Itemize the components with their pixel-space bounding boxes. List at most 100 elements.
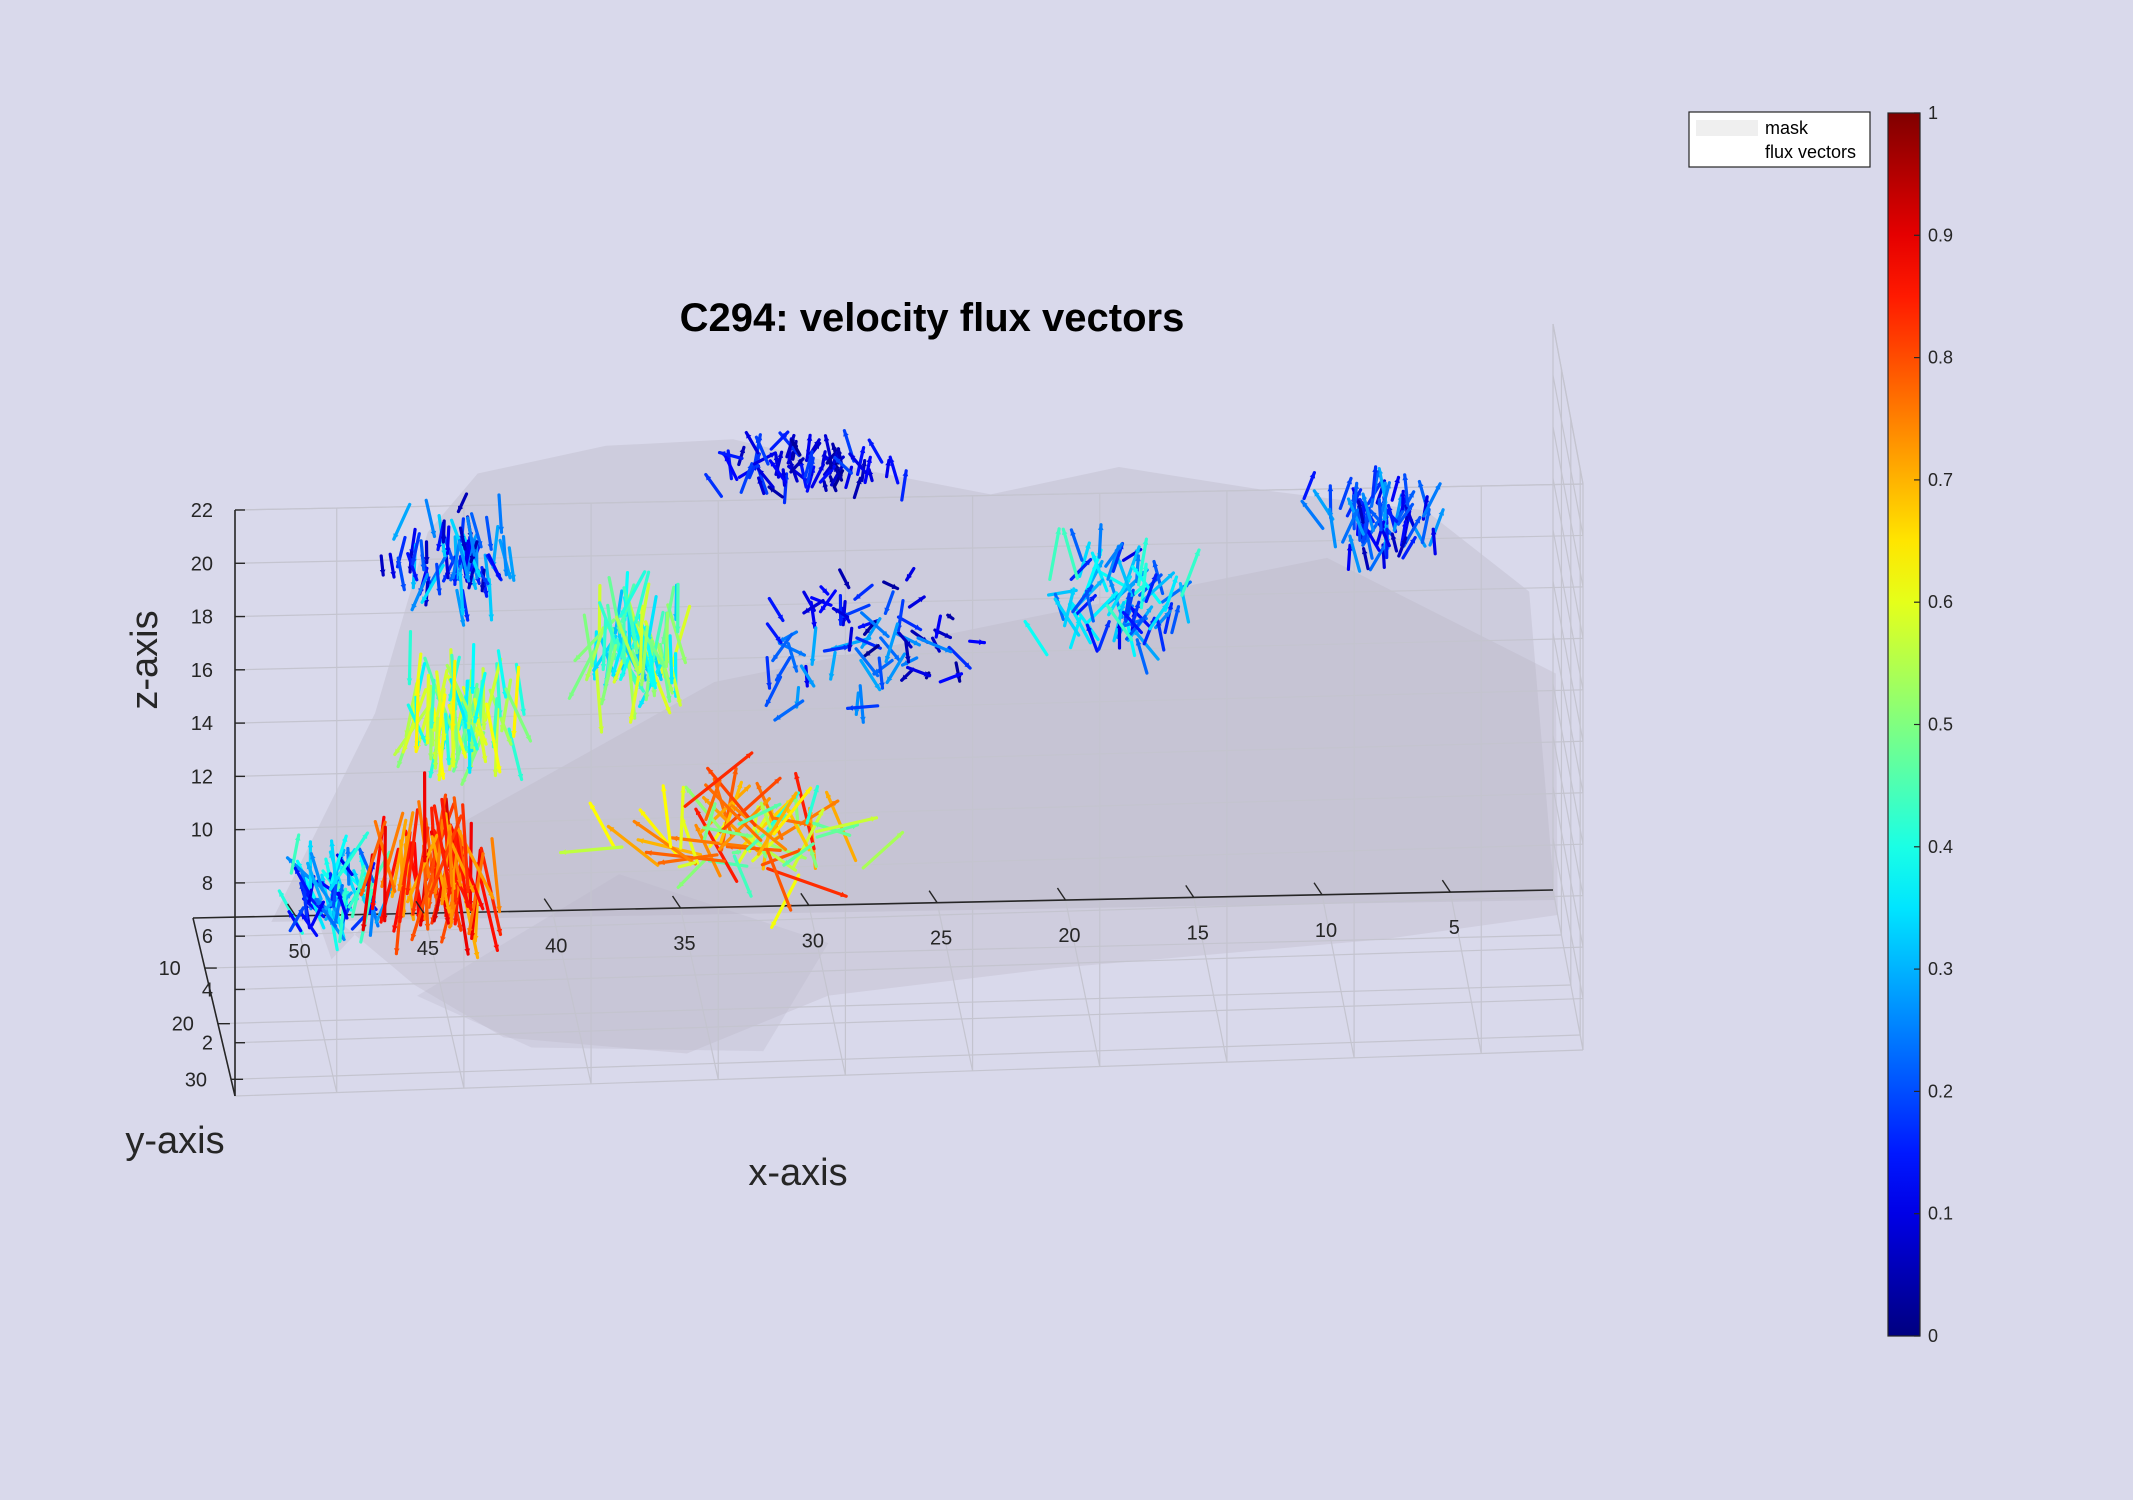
flux-vector: [321, 869, 353, 912]
grid-line-x-floor: [1064, 899, 1101, 1067]
flux-vector-head: [464, 575, 471, 581]
flux-vector-head: [811, 621, 817, 628]
flux-vector-head: [495, 572, 501, 579]
flux-vector-head: [1055, 599, 1061, 606]
flux-vector-head: [379, 569, 386, 575]
flux-vector-head: [866, 457, 872, 463]
flux-vector-head: [394, 948, 400, 954]
flux-vector-head: [1423, 496, 1430, 503]
flux-vector-head: [492, 770, 499, 776]
flux-vector-head: [786, 904, 792, 911]
flux-vector-head: [443, 574, 449, 581]
flux-vector-head: [345, 848, 351, 854]
flux-vector-head: [773, 804, 780, 810]
grid-line-z-back: [234, 740, 1584, 777]
flux-vector-head: [772, 654, 779, 661]
flux-vector-head: [1302, 501, 1308, 508]
flux-vector-head: [1104, 621, 1110, 628]
flux-vector-head: [884, 655, 891, 662]
flux-vector: [337, 831, 370, 877]
flux-vector-head: [823, 435, 830, 442]
colorbar-tick-label: 0.5: [1928, 715, 1953, 735]
flux-vector: [452, 796, 467, 879]
flux-vector-head: [905, 641, 911, 647]
flux-vector-head: [428, 753, 434, 759]
flux-vector: [810, 626, 818, 666]
flux-vector-head: [511, 730, 517, 737]
flux-vector-head: [406, 678, 413, 684]
flux-vector: [1300, 499, 1325, 531]
flux-vector-head: [619, 673, 626, 680]
flux-vector-head: [621, 657, 627, 663]
flux-vector: [614, 615, 641, 675]
flux-vector-head: [469, 741, 476, 748]
flux-vector-head: [843, 644, 850, 651]
flux-vector-head: [1025, 621, 1031, 628]
flux-vector-head: [760, 803, 766, 810]
flux-vector-head: [872, 669, 878, 676]
flux-vector: [706, 766, 757, 827]
y-tick-label: 20: [172, 1014, 194, 1036]
flux-vector-head: [499, 725, 506, 731]
x-tick-label: 50: [289, 941, 311, 963]
flux-vector-head: [724, 455, 730, 462]
flux-vector-head: [861, 641, 868, 648]
grid-line-z-side: [1552, 375, 1584, 536]
flux-vector-head: [423, 557, 430, 563]
flux-vector-head: [1096, 580, 1103, 586]
z-tick-label: 6: [202, 926, 213, 948]
flux-vector-head: [1430, 529, 1437, 535]
grid-line-z-side: [1552, 632, 1584, 793]
flux-vector-head: [1352, 510, 1358, 517]
flux-vector: [491, 524, 500, 569]
flux-vector-head: [478, 902, 484, 909]
flux-vector: [704, 779, 722, 822]
flux-vector: [424, 498, 437, 539]
x-tick-mark: [1313, 882, 1323, 896]
flux-vector: [646, 594, 658, 644]
flux-vector-head: [904, 656, 911, 662]
axis-ticks: 50 45 40 35 30 25 20 15 10 5 10 20 30 2 4 6 8 10 12 14 16 18 2…: [159, 500, 1460, 1091]
flux-vector-head: [469, 932, 475, 939]
flux-vector-head: [432, 915, 439, 921]
flux-vector: [814, 816, 879, 834]
flux-vector: [1023, 619, 1049, 657]
flux-vector-head: [794, 773, 800, 780]
flux-vector: [1392, 493, 1404, 532]
flux-vector-head: [756, 783, 762, 790]
flux-vector-head: [644, 694, 650, 700]
flux-vector-head: [1360, 505, 1367, 511]
flux-vector: [468, 821, 473, 908]
flux-vector: [884, 622, 900, 664]
flux-vector-head: [400, 584, 407, 590]
flux-vector: [398, 830, 412, 924]
flux-vector-head: [298, 907, 304, 914]
flux-vector-head: [461, 778, 467, 785]
flux-vector-head: [301, 913, 307, 920]
legend[interactable]: mask flux vectors: [1688, 111, 1871, 168]
flux-vector: [756, 791, 798, 856]
x-tick-label: 10: [1315, 920, 1337, 942]
flux-vector-head: [461, 751, 467, 758]
flux-vector-head: [424, 737, 431, 743]
flux-vector-head: [1414, 517, 1420, 524]
flux-vector-head: [411, 603, 417, 610]
flux-vector-head: [315, 899, 322, 906]
flux-vector-head: [472, 935, 479, 942]
flux-vector-head: [792, 665, 798, 672]
flux-vector-head: [496, 906, 502, 912]
flux-vector-head: [1097, 561, 1103, 568]
flux-vector-head: [493, 944, 499, 951]
flux-vector: [470, 512, 483, 549]
flux-vector: [1062, 587, 1076, 628]
flux-vector: [433, 716, 440, 770]
z-tick-label: 4: [202, 979, 213, 1001]
flux-vector-head: [678, 881, 684, 888]
flux-vector-head: [421, 855, 428, 861]
flux-vector-head: [638, 838, 644, 844]
flux-vector: [669, 604, 692, 672]
flux-vector-head: [1107, 605, 1113, 612]
flux-vector-head: [891, 583, 898, 589]
flux-vector-head: [473, 728, 479, 735]
flux-vector: [702, 826, 754, 838]
